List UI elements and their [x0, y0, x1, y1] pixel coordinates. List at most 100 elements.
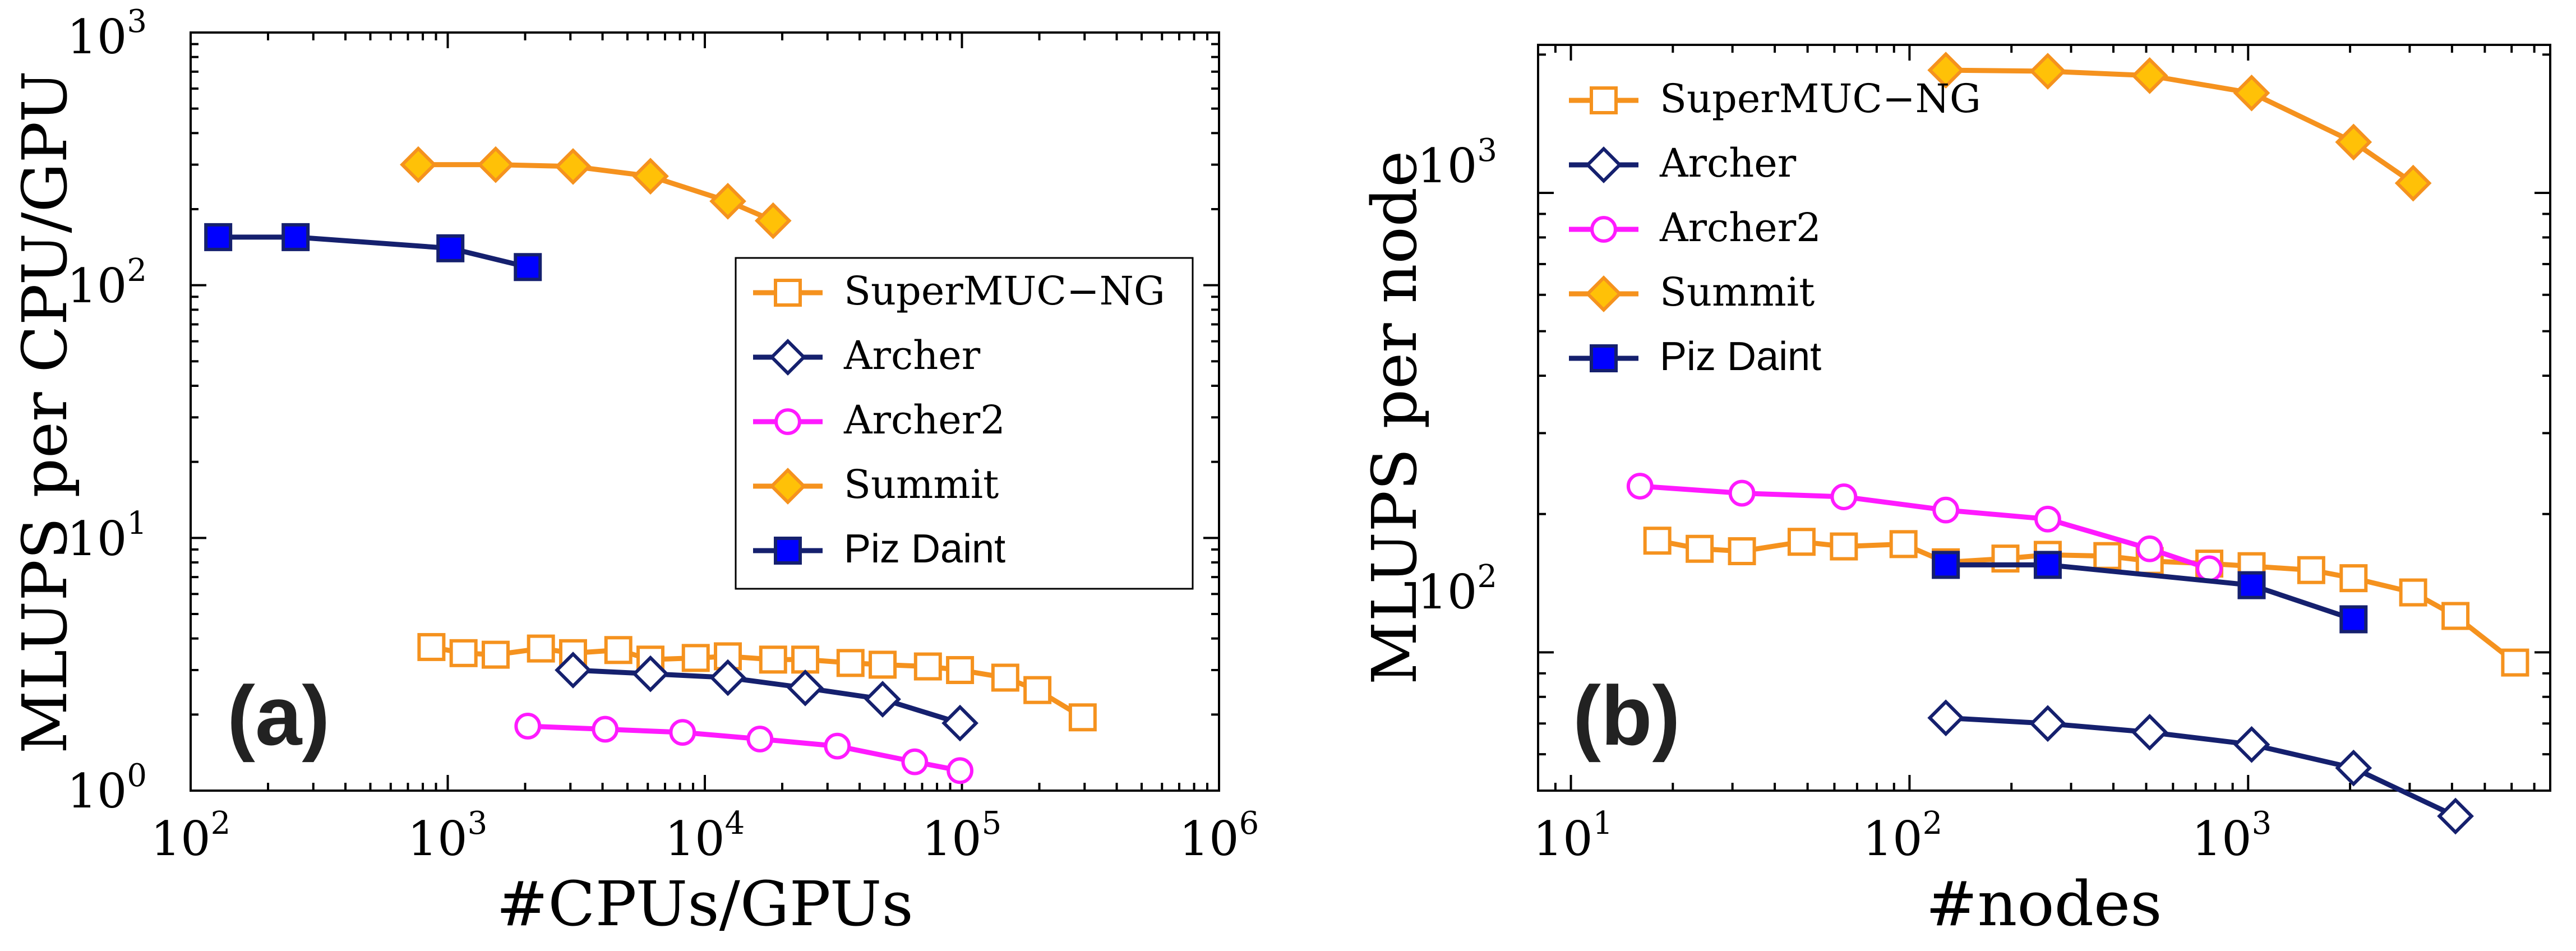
b-xtick-label: 102 [1863, 805, 1943, 866]
legend-marker-archer2 [1590, 216, 1617, 243]
series-summit [1927, 52, 2432, 202]
data-point-supermuc-ng [481, 640, 510, 669]
data-point-archer2 [746, 726, 774, 753]
series-archer [1927, 699, 2474, 835]
panel-b-y-tick-labels: 102 103 [1417, 132, 1497, 620]
data-point-archer2 [2034, 505, 2061, 533]
a-xtick-label: 104 [665, 805, 745, 866]
panel-b-plot-frame [1537, 44, 2551, 792]
b-xtick-label: 103 [2192, 805, 2272, 866]
data-point-supermuc-ng [759, 645, 787, 674]
data-point-summit [2335, 123, 2372, 161]
legend-b-archer-label: Archer [1659, 140, 1797, 186]
legend-marker-piz-daint [774, 537, 802, 565]
legend-marker-supermuc-ng [774, 279, 802, 307]
a-ytick-label: 100 [67, 758, 147, 819]
data-point-supermuc-ng [1643, 527, 1672, 555]
b-ytick-label: 103 [1417, 132, 1497, 193]
legend-b-pizdaint-label: Piz Daint [1660, 334, 1821, 379]
data-point-supermuc-ng [2441, 602, 2470, 630]
series-archer2 [1626, 473, 2223, 583]
legend-a-archer2-label: Archer2 [843, 397, 1005, 443]
b-xtick-label: 101 [1533, 805, 1613, 866]
data-point-archer2 [1728, 479, 1756, 507]
data-point-archer [941, 704, 978, 742]
data-point-supermuc-ng [1830, 532, 1858, 561]
panel-a: SuperMUC−NG Archer Archer2 Summit Piz Da… [9, 3, 1259, 940]
data-point-archer2 [2136, 535, 2163, 562]
panel-b-y-axis-label: MLUPS per node [1359, 151, 1430, 685]
data-point-summit [477, 146, 514, 183]
data-point-supermuc-ng [1686, 534, 1714, 563]
data-point-piz-daint [2033, 551, 2062, 579]
data-point-summit [2233, 74, 2270, 112]
data-point-supermuc-ng [1728, 537, 1756, 566]
data-point-supermuc-ng [946, 655, 975, 684]
legend-a-summit-label: Summit [844, 461, 999, 507]
data-point-archer [2131, 714, 2168, 751]
legend-marker-archer [1585, 146, 1622, 183]
panel-a-y-tick-labels: 100 101 102 103 [67, 3, 147, 819]
a-xtick-label: 102 [151, 805, 231, 866]
legend-marker-summit [1585, 275, 1622, 312]
legend-b-summit-label: Summit [1660, 269, 1815, 315]
data-point-supermuc-ng [417, 633, 446, 661]
data-point-archer2 [1932, 496, 1960, 524]
data-point-supermuc-ng [449, 639, 478, 667]
data-point-summit [555, 148, 592, 185]
legend-marker-summit [769, 468, 806, 505]
data-point-supermuc-ng [1787, 528, 1816, 556]
data-point-archer [555, 652, 592, 689]
data-point-supermuc-ng [2339, 564, 2368, 593]
data-point-archer [2437, 797, 2474, 835]
data-point-piz-daint [2237, 571, 2266, 599]
series-piz-daint [1932, 551, 2368, 634]
data-point-archer2 [901, 748, 929, 775]
data-point-archer [2029, 705, 2066, 742]
data-point-summit [2029, 53, 2066, 90]
data-point-supermuc-ng [2297, 556, 2325, 584]
data-point-supermuc-ng [2399, 578, 2427, 607]
series-archer [555, 652, 978, 742]
panel-b-series [1626, 52, 2529, 835]
a-ytick-label: 103 [67, 3, 147, 64]
data-point-archer [1927, 699, 1964, 737]
series-piz-daint [204, 223, 542, 281]
panel-a-series [204, 146, 1097, 784]
data-point-piz-daint [514, 253, 542, 281]
legend-a-pizdaint-label: Piz Daint [844, 527, 1005, 571]
data-point-supermuc-ng [1889, 530, 1918, 558]
b-ytick-label: 102 [1417, 558, 1497, 620]
data-point-summit [632, 158, 669, 195]
panel-b: SuperMUC−NG Archer Archer2 Summit Piz Da… [1359, 44, 2551, 940]
data-point-summit [2131, 57, 2168, 94]
panel-b-x-axis-label: #nodes [1926, 868, 2162, 940]
data-point-archer2 [2196, 555, 2223, 583]
data-point-archer [709, 659, 746, 696]
panel-a-x-axis-label: #CPUs/GPUs [496, 868, 913, 940]
data-point-archer2 [824, 732, 851, 760]
data-point-supermuc-ng [1068, 703, 1097, 732]
data-point-archer [632, 655, 669, 693]
data-point-archer [787, 669, 824, 707]
a-xtick-label: 105 [922, 805, 1002, 866]
panel-b-ticks [1537, 45, 2550, 792]
data-point-piz-daint [2339, 605, 2368, 634]
legend-marker-supermuc-ng [1590, 86, 1618, 114]
data-point-supermuc-ng [527, 634, 555, 663]
data-point-archer2 [947, 757, 973, 784]
data-point-summit [2394, 164, 2432, 202]
series-line-piz-daint [1946, 562, 2355, 622]
data-point-summit [1927, 52, 1964, 89]
data-point-archer2 [669, 719, 696, 746]
legend-marker-archer [769, 339, 806, 376]
a-xtick-label: 103 [408, 805, 488, 866]
panel-a-legend: SuperMUC−NG Archer Archer2 Summit Piz Da… [735, 257, 1194, 590]
data-point-archer2 [1830, 483, 1858, 510]
panel-b-legend: SuperMUC−NG Archer Archer2 Summit Piz Da… [1569, 76, 1981, 379]
data-point-piz-daint [436, 234, 465, 262]
panel-a-y-axis-label: MLUPS per CPU/GPU [9, 71, 81, 754]
series-archer2 [514, 713, 973, 784]
a-xtick-label: 106 [1179, 805, 1259, 866]
